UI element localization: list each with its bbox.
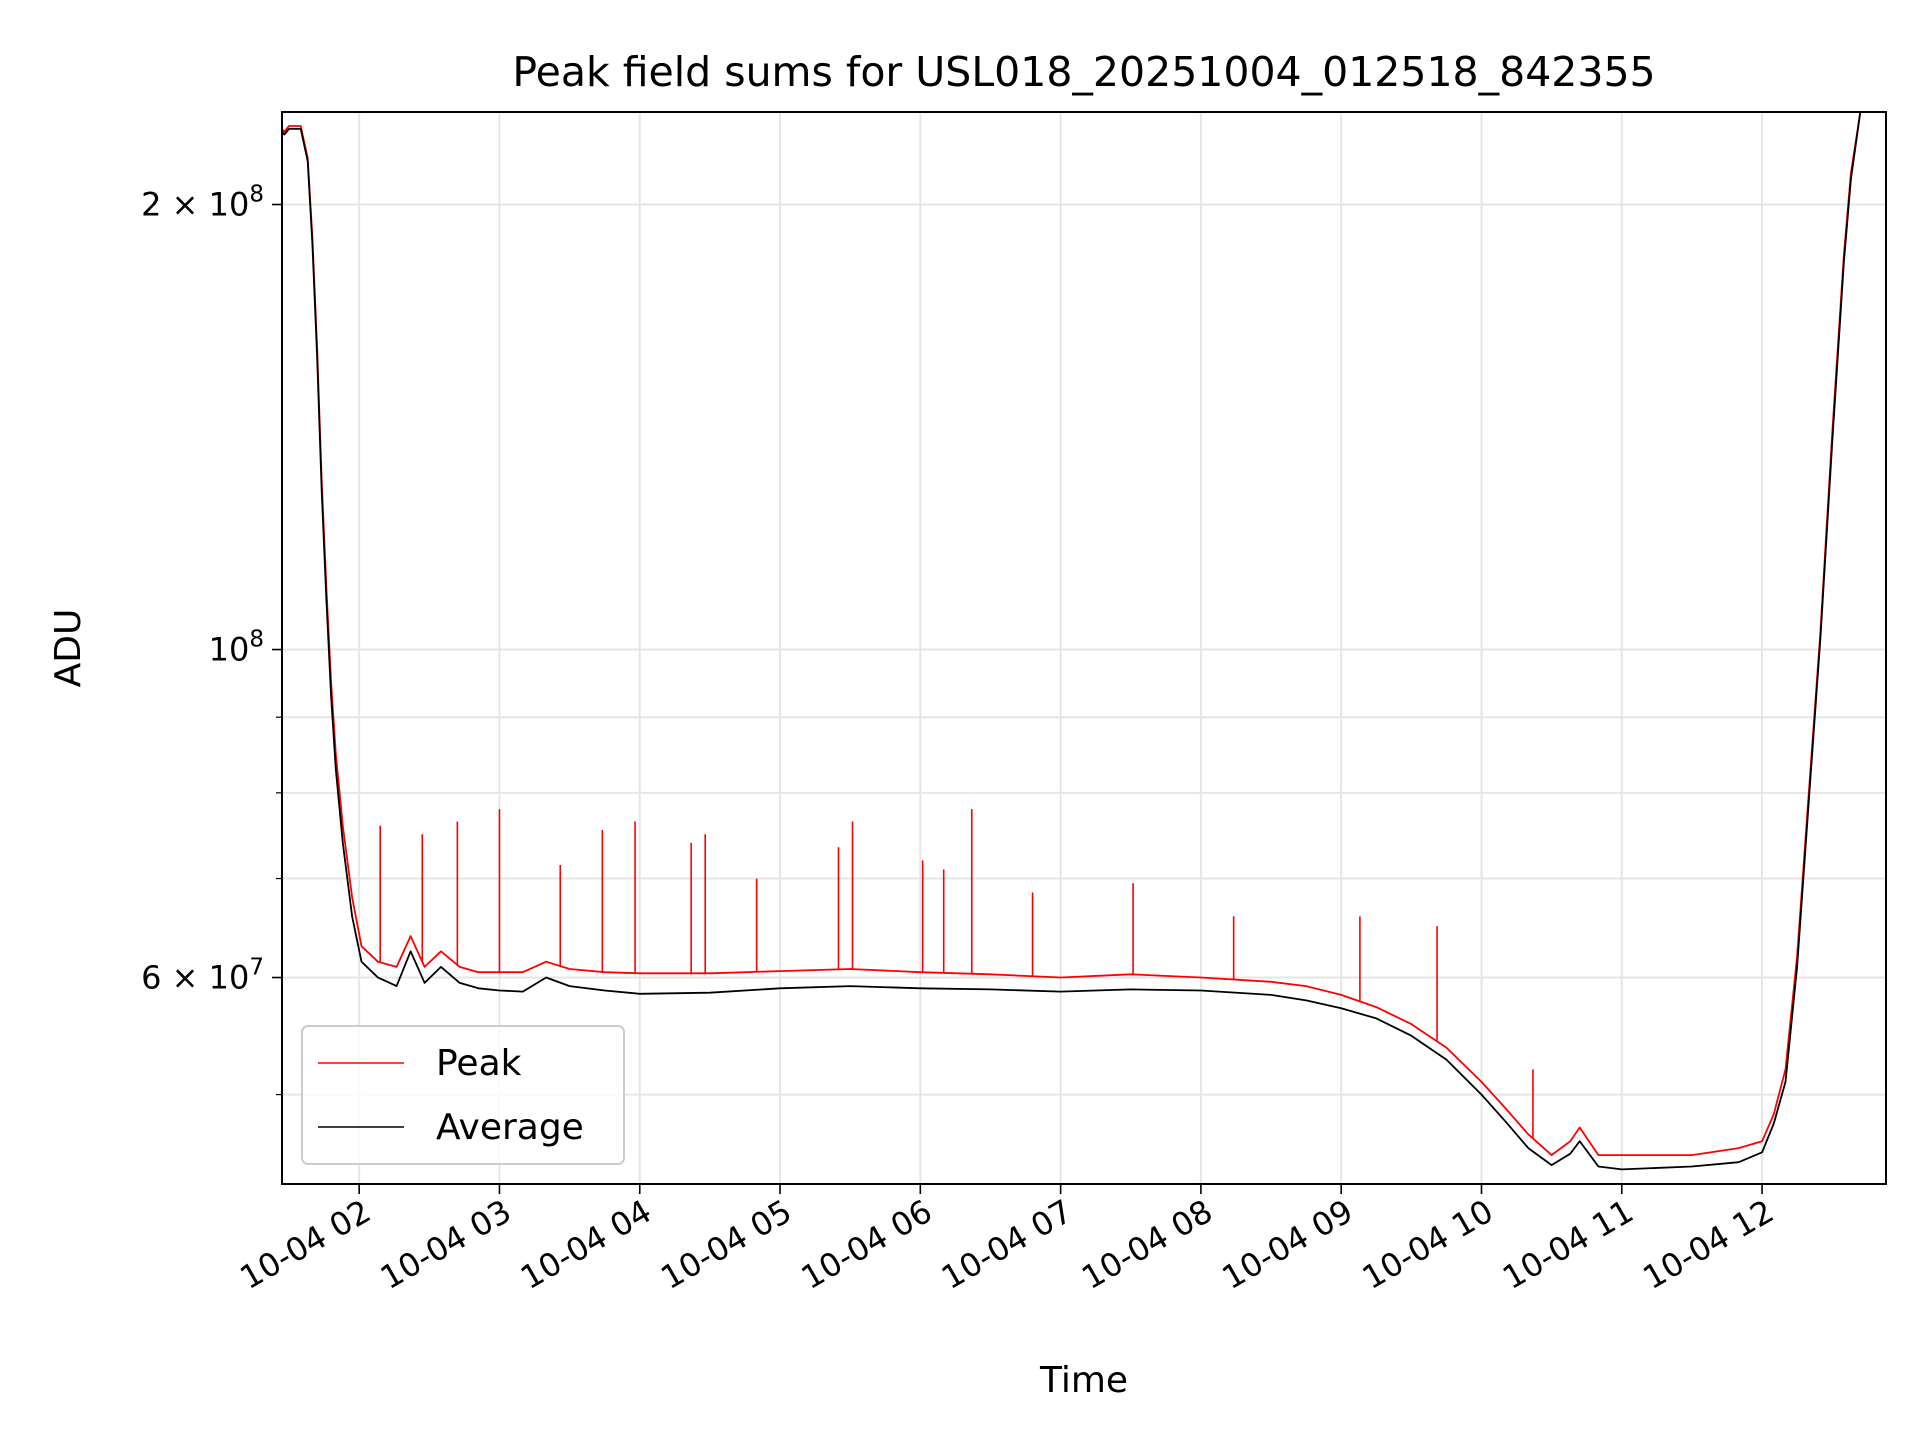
x-axis-label: Time [1039, 1360, 1128, 1401]
series-line-peak [282, 112, 1886, 1156]
legend-label-average: Average [436, 1107, 584, 1148]
y-axis-label: ADU [48, 609, 89, 688]
series-line-average [282, 112, 1886, 1171]
series-layer [282, 112, 1886, 1171]
legend: Peak Average [301, 1025, 625, 1165]
grid [282, 112, 1886, 1184]
plot-frame [281, 111, 1887, 1185]
legend-label-peak: Peak [436, 1043, 522, 1084]
y-tick-label: 2 × 108 [141, 182, 264, 224]
legend-box [301, 1025, 625, 1165]
y-tick-label: 6 × 107 [141, 955, 264, 997]
chart-title: Peak field sums for USL018_20251004_0125… [512, 48, 1655, 96]
